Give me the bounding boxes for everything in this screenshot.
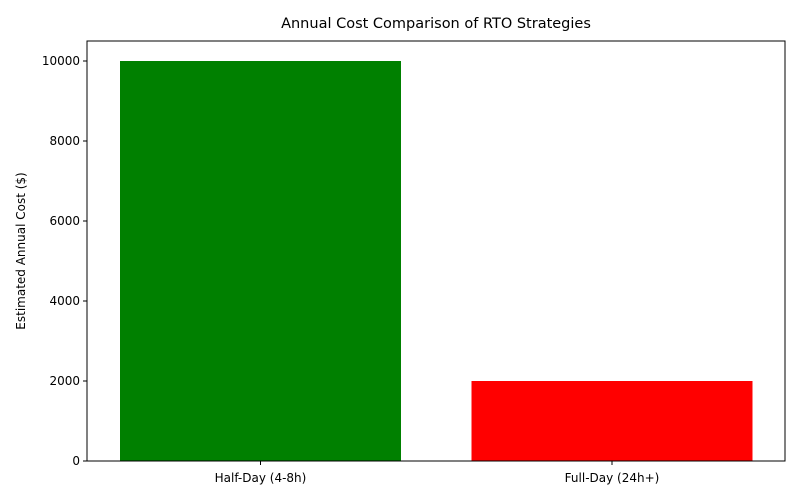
y-tick-label: 2000 bbox=[49, 374, 80, 388]
y-tick-label: 6000 bbox=[49, 214, 80, 228]
y-axis: 0 2000 4000 6000 8000 10000 bbox=[42, 54, 87, 468]
y-tick-label: 10000 bbox=[42, 54, 80, 68]
chart-title: Annual Cost Comparison of RTO Strategies bbox=[281, 16, 591, 32]
y-tick-label: 0 bbox=[72, 454, 80, 468]
bar-1 bbox=[120, 61, 401, 461]
y-axis-title: Estimated Annual Cost ($) bbox=[14, 172, 28, 329]
x-tick-label: Half-Day (4-8h) bbox=[215, 471, 307, 485]
bar-2 bbox=[471, 381, 753, 461]
plot-frame bbox=[86, 40, 786, 462]
bars bbox=[120, 61, 753, 461]
x-tick-label: Full-Day (24h+) bbox=[565, 471, 660, 485]
x-axis: Half-Day (4-8h) Full-Day (24h+) bbox=[215, 461, 660, 485]
y-tick-label: 8000 bbox=[49, 134, 80, 148]
y-tick-label: 4000 bbox=[49, 294, 80, 308]
